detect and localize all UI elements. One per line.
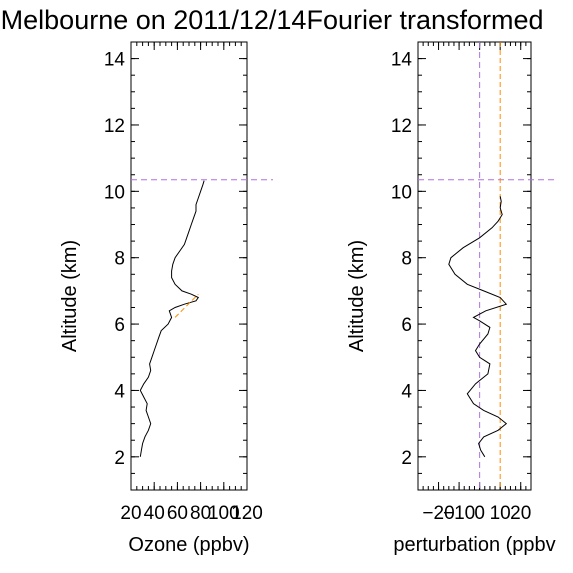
ozone-x-axis-label: Ozone (ppbv) <box>128 534 249 556</box>
ozone-y-tick-label: 12 <box>104 116 125 137</box>
ozone-y-axis-label: Altitude (km) <box>59 240 81 352</box>
ozone-y-tick-label: 10 <box>104 182 125 203</box>
fourier-y-axis-label: Altitude (km) <box>346 240 368 352</box>
fourier-x-tick-label: 0 <box>474 503 485 524</box>
left-chart-title: Ozone at Melbourne on 2011/12/14 <box>0 5 306 35</box>
perturbation-line <box>448 196 508 458</box>
fourier-x-tick-label: −10 <box>443 503 475 524</box>
fourier-x-tick-label: 10 <box>490 503 511 524</box>
fourier-y-ticks: 2 4 6 8 10 12 14 <box>391 41 531 491</box>
fourier-y-tick-label: 12 <box>391 116 412 137</box>
fourier-y-tick-label: 4 <box>401 381 412 402</box>
fourier-y-tick-label: 14 <box>391 50 413 71</box>
ozone-y-tick-label: 14 <box>104 50 126 71</box>
ozone-x-tick-label: 100 <box>208 503 240 524</box>
ozone-y-ticks: 2 4 6 8 10 12 14 <box>104 41 247 491</box>
ozone-x-tick-label: 20 <box>120 503 141 524</box>
fourier-x-tick-label: −20 <box>422 503 454 524</box>
ozone-y-tick-label: 4 <box>114 381 125 402</box>
ozone-y-tick-label: 2 <box>114 448 125 469</box>
ozone-y-tick-label: 8 <box>114 249 125 270</box>
fourier-plot-frame <box>417 41 532 491</box>
ozone-x-tick-label: 40 <box>144 503 165 524</box>
ozone-x-tick-label: 120 <box>231 503 263 524</box>
fourier-y-tick-label: 8 <box>401 249 412 270</box>
fourier-x-tick-label: 20 <box>510 503 531 524</box>
fourier-y-tick-label: 10 <box>391 182 412 203</box>
fourier-x-ticks: −20−10 0 10 20 <box>417 42 532 524</box>
ozone-x-tick-label: 80 <box>190 503 211 524</box>
ozone-y-tick-label: 6 <box>114 315 125 336</box>
fourier-y-tick-label: 2 <box>401 448 412 469</box>
ozone-x-tick-label: 60 <box>167 503 188 524</box>
ozone-plot-frame <box>130 41 248 491</box>
right-chart-title: Fourier transformed <box>306 5 543 35</box>
ozone-peak-baseline <box>174 293 199 318</box>
ozone-profile-line <box>139 180 205 457</box>
fourier-y-tick-label: 6 <box>401 315 412 336</box>
fourier-x-axis-label: perturbation (ppbv <box>393 534 555 556</box>
